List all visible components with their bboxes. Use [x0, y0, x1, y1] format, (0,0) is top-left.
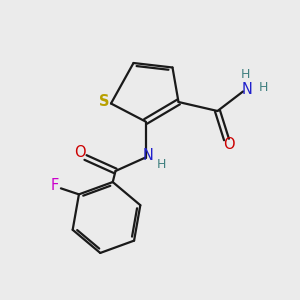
Text: O: O [223, 137, 234, 152]
Text: F: F [50, 178, 58, 194]
Text: H: H [156, 158, 166, 171]
Text: N: N [142, 148, 153, 163]
Text: O: O [74, 145, 85, 160]
Text: H: H [259, 81, 268, 94]
Text: H: H [241, 68, 250, 81]
Text: S: S [99, 94, 110, 110]
Text: N: N [241, 82, 252, 98]
